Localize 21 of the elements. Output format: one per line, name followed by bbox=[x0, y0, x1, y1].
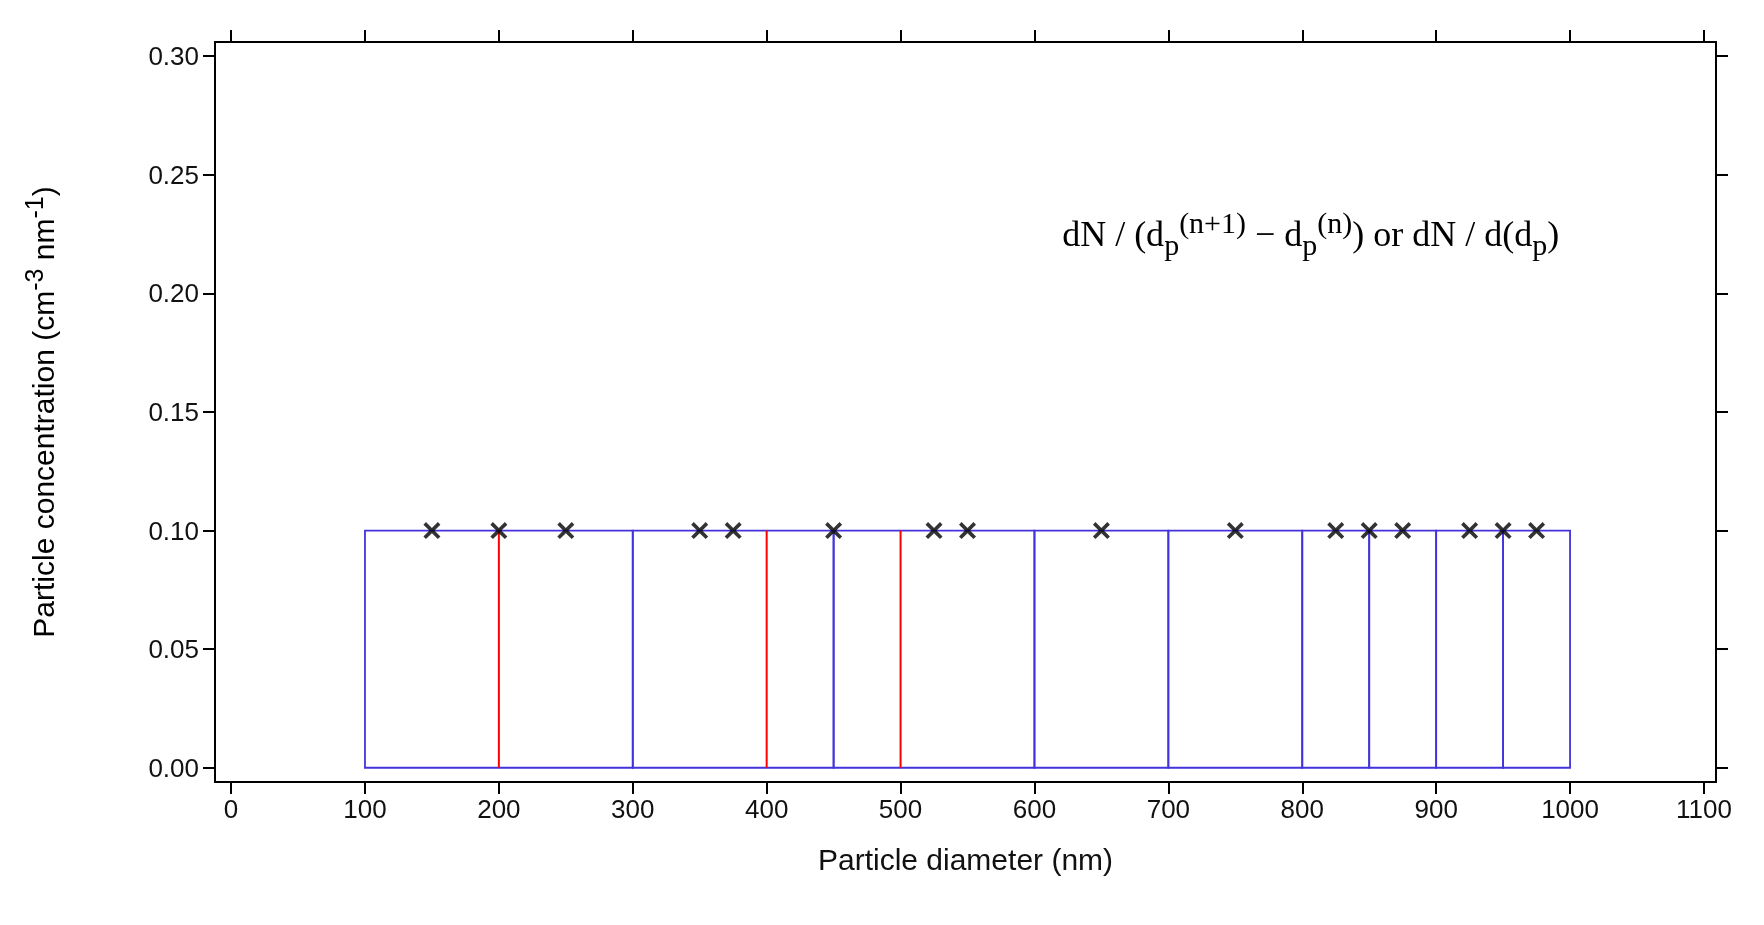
x-tick-label: 600 bbox=[1012, 794, 1057, 824]
x-tick-label: 1000 bbox=[1541, 794, 1599, 824]
y-tick-label: 0.30 bbox=[148, 41, 199, 72]
x-tick-label: 800 bbox=[1280, 794, 1324, 824]
y-tick-label: 0.15 bbox=[148, 397, 199, 427]
x-tick-label: 900 bbox=[1414, 794, 1458, 824]
text: dN / (d$_{p}$$^{(n+1)}$ − d$_{p}$$^{(n)}$) or dN / d(d$_{p}$) bbox=[1062, 206, 1560, 261]
x-tick-label: 0 bbox=[223, 794, 239, 824]
y-tick-label: 0.25 bbox=[148, 159, 199, 190]
x-tick-label: 300 bbox=[611, 794, 655, 824]
x-tick-label: 1100 bbox=[1675, 794, 1732, 824]
y-tick-label: 0.10 bbox=[148, 515, 199, 546]
x-tick-label: 100 bbox=[343, 794, 387, 824]
x-tick-label: 200 bbox=[477, 794, 521, 824]
y-tick-label: 0.05 bbox=[148, 634, 199, 665]
x-tick-label: 700 bbox=[1146, 794, 1191, 824]
x-tick-label: 400 bbox=[744, 794, 789, 824]
x-tick-label: 500 bbox=[878, 794, 923, 824]
y-tick-label: 0.00 bbox=[148, 752, 199, 783]
y-tick-label: 0.20 bbox=[148, 278, 199, 309]
x-axis-title: Particle diameter (nm) bbox=[817, 842, 1114, 876]
